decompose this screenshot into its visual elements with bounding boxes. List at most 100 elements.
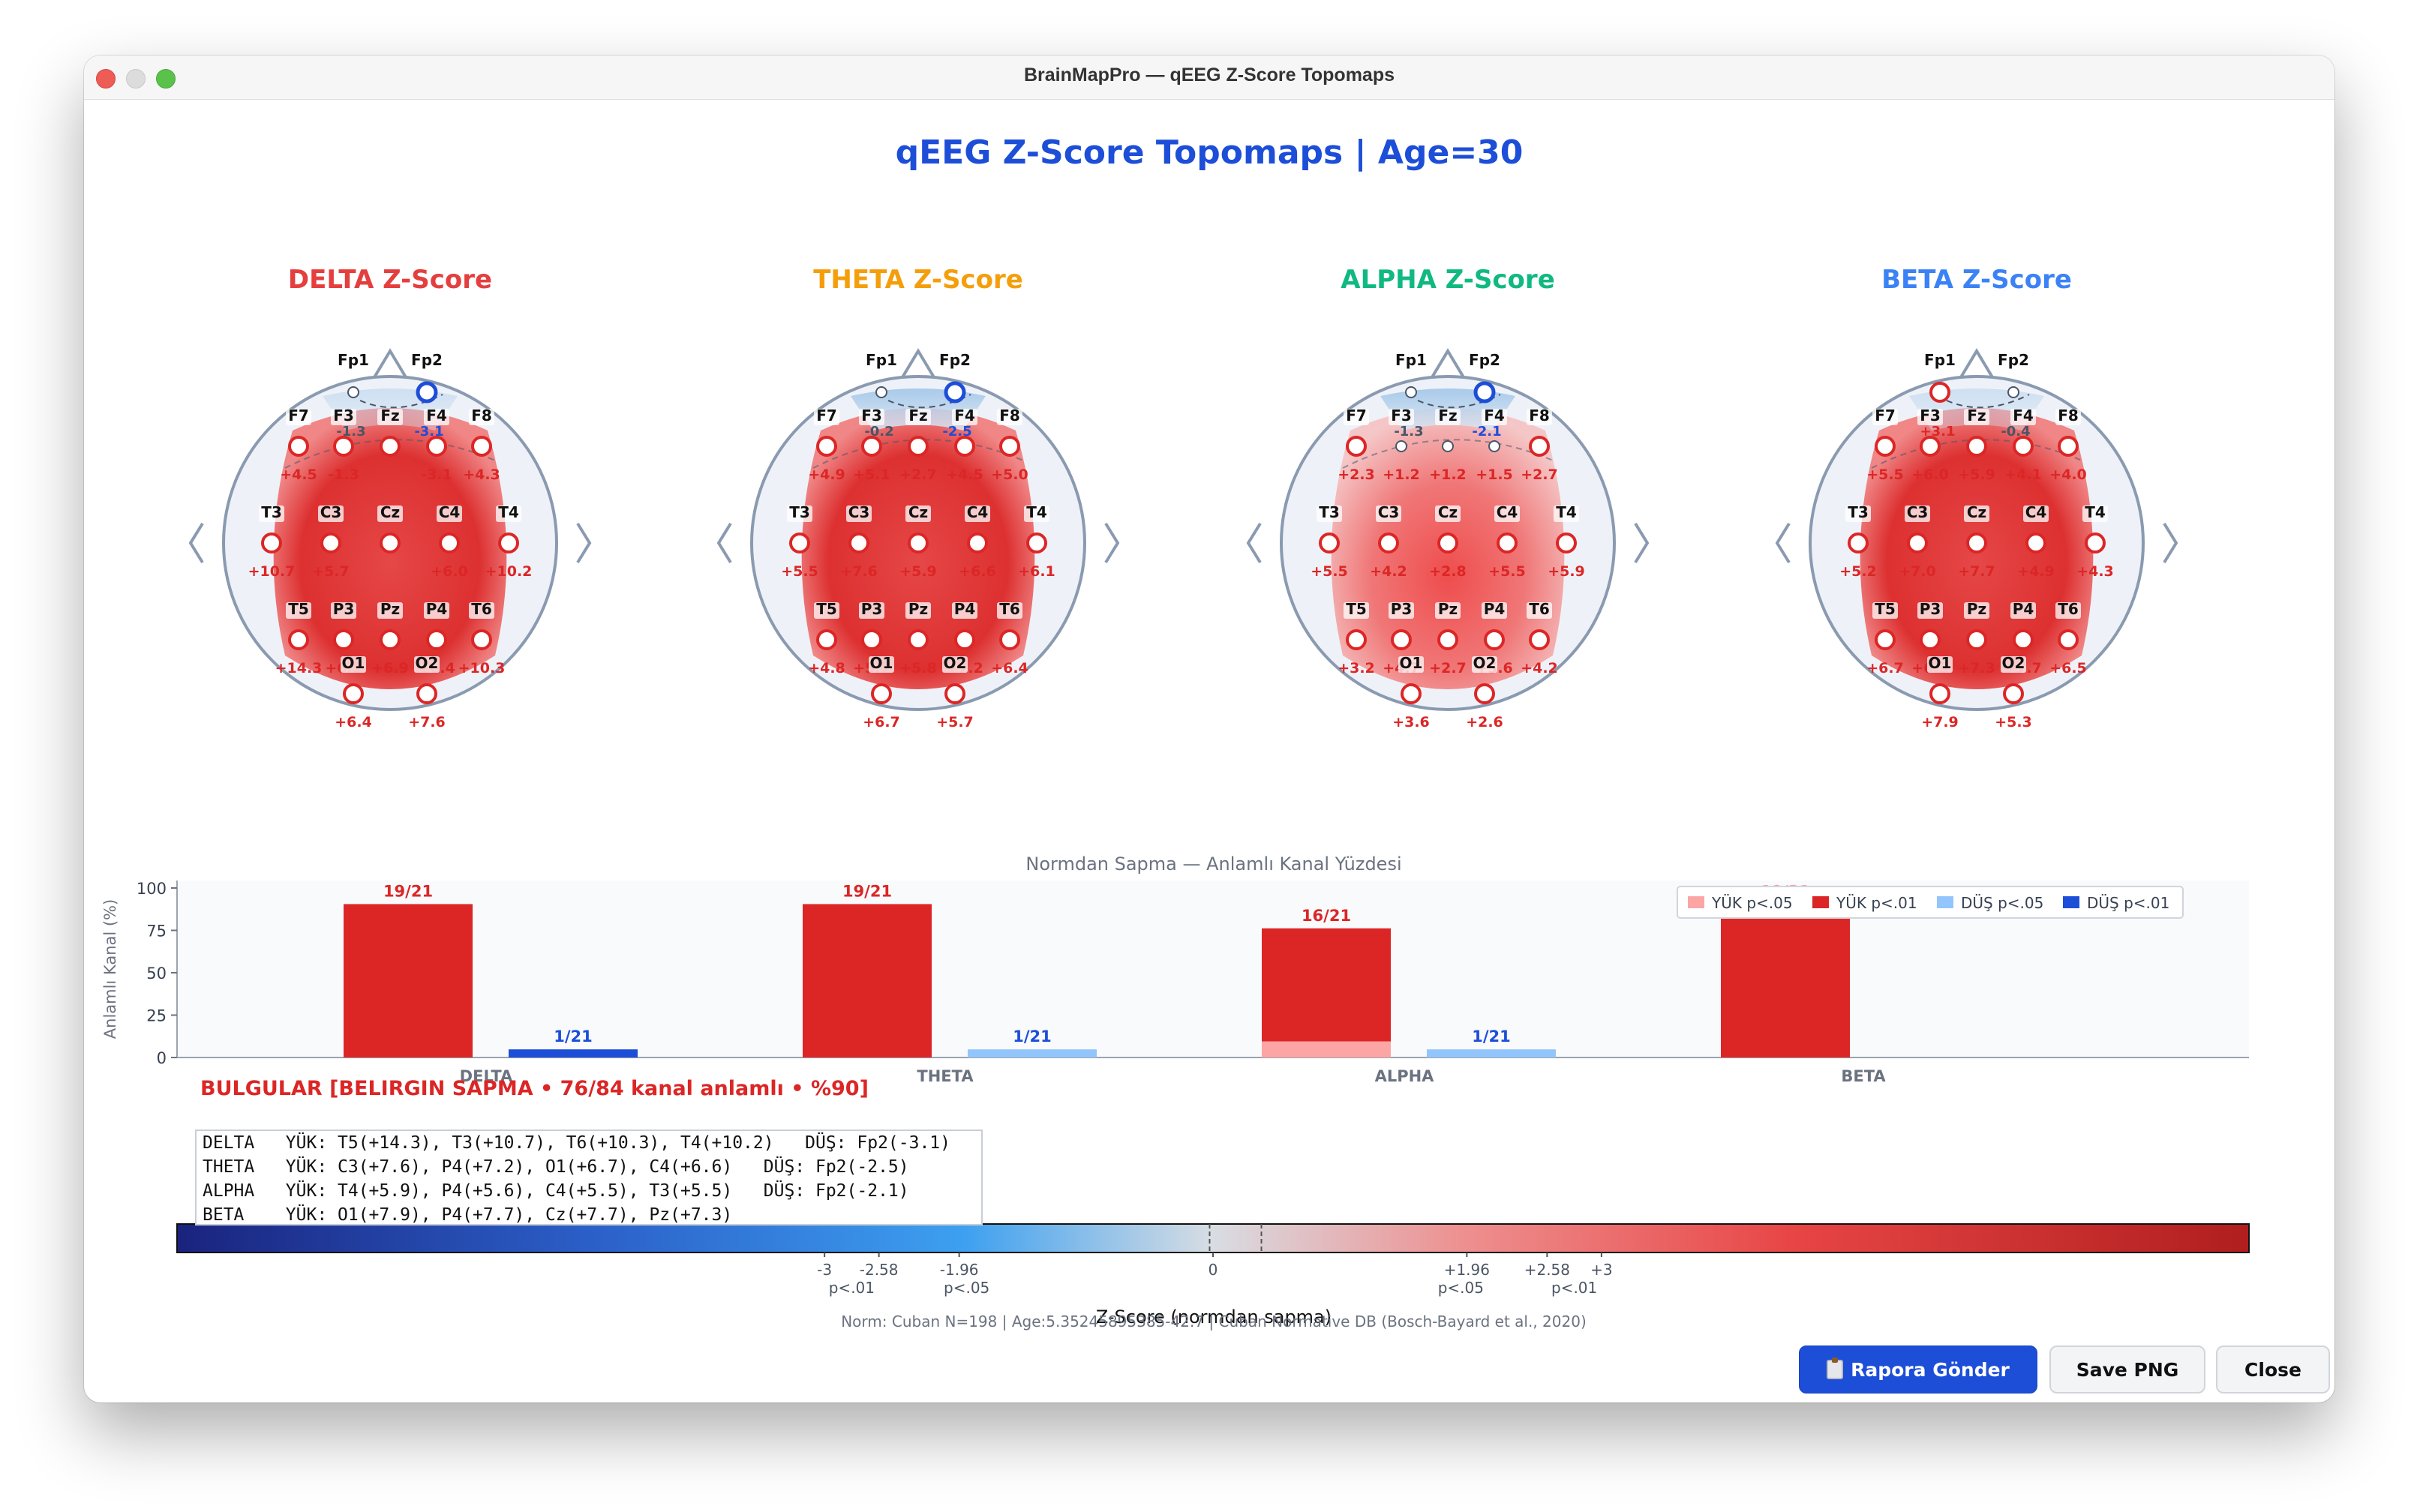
save-png-button[interactable]: Save PNG xyxy=(2049,1346,2205,1394)
chevron-left-icon xyxy=(1775,522,1791,564)
x-tick-label: ALPHA xyxy=(1375,1067,1435,1085)
svg-text:Pz: Pz xyxy=(1967,600,1986,618)
electrode-zscore: +6.7 xyxy=(863,714,900,730)
chevron-right-icon xyxy=(576,522,592,564)
electrode-label: C3 xyxy=(846,503,872,522)
electrode-marker xyxy=(1319,532,1340,554)
svg-text:Fp2: Fp2 xyxy=(1469,351,1500,369)
electrode-marker xyxy=(908,436,929,457)
title-bar: BrainMapPro — qEEG Z-Score Topomaps xyxy=(84,56,2334,100)
electrode-zscore: +10.2 xyxy=(485,563,533,580)
svg-text:C4: C4 xyxy=(1497,503,1518,521)
svg-text:Cz: Cz xyxy=(1967,503,1986,521)
electrode-zscore: +6.0 xyxy=(431,563,468,580)
electrode-label: T5 xyxy=(1344,600,1369,619)
electrode-zscore: +5.9 xyxy=(1958,466,1995,483)
electrode-marker xyxy=(944,683,965,704)
topomap-3: ALPHA Z-Score Fp1 Fp2 F7 +2.3 F3 +1.2 Fz +1.2 F4 +… xyxy=(1246,265,1650,730)
head-nose xyxy=(1957,348,1996,382)
electrode-zscore: +6.7 xyxy=(1866,660,1904,676)
svg-text:Fz: Fz xyxy=(380,406,399,424)
legend-swatch xyxy=(1688,896,1704,908)
window-minimize-control[interactable] xyxy=(126,69,146,88)
svg-text:F7: F7 xyxy=(1875,406,1896,424)
electrode-marker xyxy=(1907,532,1928,554)
electrode-label: Cz xyxy=(377,503,403,522)
electrode-zscore: +4.2 xyxy=(1521,660,1558,676)
head-nose xyxy=(371,348,410,382)
bar-low xyxy=(968,1049,1097,1058)
electrode-label: F7 xyxy=(286,406,311,425)
close-button[interactable]: Close xyxy=(2216,1346,2330,1394)
electrode-marker xyxy=(1442,440,1454,452)
electrode-label: Fp2 xyxy=(939,351,971,370)
electrode-marker xyxy=(1474,683,1495,704)
app-window: BrainMapPro — qEEG Z-Score Topomaps qEEG… xyxy=(84,56,2334,1402)
svg-text:C4: C4 xyxy=(967,503,989,521)
y-axis-label: Anlamlı Kanal (%) xyxy=(101,899,119,1039)
svg-text:F3: F3 xyxy=(861,406,882,424)
svg-text:O1: O1 xyxy=(870,654,893,672)
topomap-title: BETA Z-Score xyxy=(1881,265,2072,295)
electrode-label: Pz xyxy=(905,600,931,619)
electrode-marker xyxy=(288,436,309,457)
svg-text:Fp2: Fp2 xyxy=(1998,351,2029,369)
window-close-control[interactable] xyxy=(96,69,116,88)
electrode-label: O2 xyxy=(414,654,440,673)
electrode-zscore: +6.0 xyxy=(1911,466,1949,483)
colorbar-sig-label: p<.01 xyxy=(1551,1279,1597,1297)
electrode-label: F7 xyxy=(1344,406,1369,425)
legend-entry: DÜŞ p<.05 xyxy=(1961,894,2043,912)
window-maximize-control[interactable] xyxy=(156,69,176,88)
head-nose xyxy=(1428,348,1467,382)
colorbar-gradient xyxy=(176,1223,2250,1253)
electrode-marker xyxy=(1920,436,1941,457)
electrode-zscore: +10.7 xyxy=(248,563,296,580)
electrode-zscore: +1.2 xyxy=(1429,466,1467,483)
electrode-marker xyxy=(471,629,492,650)
electrode-label: Cz xyxy=(1964,503,1989,522)
electrode-label: T5 xyxy=(286,600,311,619)
electrode-label: Fz xyxy=(377,406,403,425)
chevron-left-icon xyxy=(1246,522,1262,564)
svg-text:T3: T3 xyxy=(1319,503,1340,521)
electrode-label: Fp2 xyxy=(411,351,443,370)
electrode-label: Pz xyxy=(1964,600,1989,619)
electrode-marker xyxy=(333,629,354,650)
electrode-marker xyxy=(1437,629,1458,650)
bar-label: 19/21 xyxy=(383,882,433,900)
electrode-label: P3 xyxy=(1917,600,1943,619)
chevron-right-icon xyxy=(1104,522,1120,564)
send-report-button[interactable]: Rapora Gönder xyxy=(1799,1346,2037,1394)
colorbar-tick-label: 0 xyxy=(1208,1261,1218,1279)
svg-text:C4: C4 xyxy=(439,503,461,521)
colorbar-tick-label: -3 xyxy=(817,1261,832,1279)
electrode-marker xyxy=(1378,532,1399,554)
electrode-marker xyxy=(2025,532,2046,554)
electrode-marker xyxy=(861,629,882,650)
x-tick-label: THETA xyxy=(917,1067,974,1085)
findings-line: ALPHA YÜK: T4(+5.9), P4(+5.6), C4(+5.5),… xyxy=(203,1181,909,1201)
electrode-marker xyxy=(1966,436,1987,457)
clipboard-icon xyxy=(1827,1358,1844,1379)
svg-text:Fp2: Fp2 xyxy=(411,351,443,369)
chevron-right-icon xyxy=(1634,522,1650,564)
electrode-zscore: +6.6 xyxy=(959,563,996,580)
y-tick-label: 0 xyxy=(157,1049,167,1067)
bar-low xyxy=(1427,1049,1556,1058)
electrode-marker xyxy=(954,629,975,650)
svg-text:T4: T4 xyxy=(1556,503,1577,521)
electrode-zscore: +3.2 xyxy=(1338,660,1375,676)
electrode-label: P4 xyxy=(1482,600,1507,619)
electrode-marker xyxy=(1437,532,1458,554)
electrode-marker xyxy=(2007,386,2019,398)
electrode-marker xyxy=(2013,436,2034,457)
findings-line: BETA YÜK: O1(+7.9), P4(+7.7), Cz(+7.7), … xyxy=(203,1205,733,1225)
electrode-label: C3 xyxy=(318,503,344,522)
svg-text:T5: T5 xyxy=(1346,600,1367,618)
electrode-label: T6 xyxy=(1527,600,1552,619)
save-png-label: Save PNG xyxy=(2076,1358,2179,1381)
electrode-label: P3 xyxy=(859,600,884,619)
electrode-label: Fz xyxy=(1964,406,1989,425)
svg-text:Pz: Pz xyxy=(1438,600,1458,618)
